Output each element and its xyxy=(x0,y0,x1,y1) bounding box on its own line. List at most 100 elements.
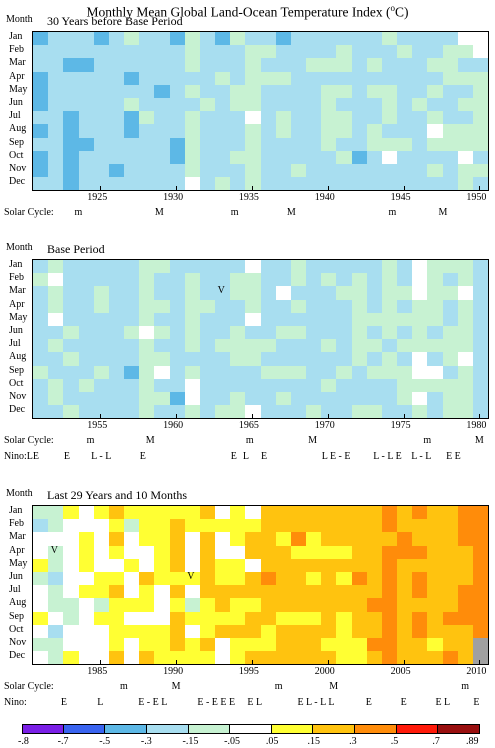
heatmap-cell xyxy=(78,598,95,613)
heatmap-cell xyxy=(154,260,171,274)
heatmap-cell xyxy=(290,71,307,86)
annotation-mark: E xyxy=(400,697,407,709)
heatmap-cell xyxy=(108,532,125,547)
heatmap-cell xyxy=(321,339,337,353)
heatmap-cell xyxy=(366,111,383,125)
heatmap-cell xyxy=(381,378,398,393)
heatmap-cell xyxy=(245,326,262,340)
heatmap-cell xyxy=(63,137,80,152)
heatmap-cell xyxy=(124,352,140,367)
heatmap-cell xyxy=(412,84,428,99)
heatmap-cell xyxy=(290,45,307,59)
heatmap-cell xyxy=(184,326,201,340)
heatmap-cell xyxy=(290,651,307,665)
heatmap-cell xyxy=(260,177,277,191)
heatmap-cell xyxy=(215,365,231,380)
heatmap-cell xyxy=(472,611,488,626)
heatmap-cell xyxy=(154,124,171,139)
heatmap-cell xyxy=(169,545,186,560)
heatmap-cell xyxy=(93,532,110,547)
heatmap-cell xyxy=(366,339,383,353)
heatmap-cell xyxy=(321,137,337,152)
heatmap-cell xyxy=(366,71,383,86)
x-tick xyxy=(403,660,405,665)
heatmap-cell xyxy=(442,638,459,652)
heatmap-cell xyxy=(78,545,95,560)
heatmap-cell xyxy=(442,124,459,139)
heatmap-cell xyxy=(412,273,428,287)
heatmap-cell xyxy=(124,405,140,419)
heatmap-cell xyxy=(381,558,398,573)
heatmap-cell xyxy=(457,598,474,613)
heatmap-cell xyxy=(442,84,459,99)
heatmap-cell xyxy=(275,378,292,393)
heatmap-cell xyxy=(472,84,488,99)
heatmap-cell xyxy=(275,286,292,301)
annotation-mark: L - L xyxy=(411,451,432,463)
heatmap-cell xyxy=(397,164,413,178)
volcano-marker: V xyxy=(187,571,195,582)
heatmap-cell xyxy=(397,506,413,520)
heatmap-cell xyxy=(33,651,49,665)
heatmap-cell xyxy=(154,532,171,547)
heatmap-cell xyxy=(336,598,353,613)
heatmap-cell xyxy=(93,299,110,314)
heatmap-cell xyxy=(275,352,292,367)
heatmap-cell xyxy=(124,312,140,327)
month-label: May xyxy=(9,557,28,569)
heatmap-cell xyxy=(215,286,231,301)
heatmap-cell xyxy=(321,150,337,165)
heatmap-cell xyxy=(442,58,459,73)
heatmap-cell xyxy=(48,545,64,560)
heatmap-cell xyxy=(275,58,292,73)
heatmap-cell xyxy=(139,611,155,626)
heatmap-cell xyxy=(366,150,383,165)
heatmap-cell xyxy=(108,598,125,613)
heatmap-cell xyxy=(245,299,262,314)
heatmap-cell xyxy=(63,273,80,287)
annotation-mark: M xyxy=(329,681,339,693)
heatmap-cell xyxy=(215,545,231,560)
heatmap-cell xyxy=(199,312,216,327)
heatmap-cell xyxy=(442,352,459,367)
heatmap-cell xyxy=(275,150,292,165)
month-label: Sep xyxy=(9,610,24,622)
heatmap-cell xyxy=(48,585,64,599)
heatmap-cell xyxy=(63,98,80,112)
heatmap-cell xyxy=(199,585,216,599)
annotation-mark: E - E L xyxy=(138,697,168,709)
heatmap-cell xyxy=(457,572,474,586)
heatmap-cell xyxy=(63,405,80,419)
heatmap-cell xyxy=(351,532,368,547)
heatmap-cell xyxy=(245,312,262,327)
heatmap-cell xyxy=(321,299,337,314)
heatmap-cell xyxy=(457,519,474,533)
heatmap-cell xyxy=(336,624,353,639)
heatmap-cell xyxy=(275,164,292,178)
heatmap-cell xyxy=(33,299,49,314)
heatmap-cell xyxy=(442,365,459,380)
heatmap-cell xyxy=(472,519,488,533)
heatmap-cell xyxy=(412,98,428,112)
heatmap-cell xyxy=(48,98,64,112)
heatmap-cell xyxy=(139,378,155,393)
heatmap-cell xyxy=(351,32,368,46)
heatmap-cell xyxy=(139,519,155,533)
heatmap-cell xyxy=(169,124,186,139)
heatmap-cell xyxy=(397,624,413,639)
heatmap-cell xyxy=(351,519,368,533)
heatmap-cell xyxy=(427,164,444,178)
heatmap-cell xyxy=(397,32,413,46)
heatmap-cell xyxy=(321,177,337,191)
heatmap-cell xyxy=(397,45,413,59)
heatmap-cell xyxy=(139,137,155,152)
heatmap-cell xyxy=(290,111,307,125)
heatmap-cell xyxy=(78,58,95,73)
x-tick-label: 2005 xyxy=(390,666,411,678)
heatmap-cell xyxy=(351,124,368,139)
heatmap-cell xyxy=(472,299,488,314)
heatmap-cell xyxy=(321,164,337,178)
heatmap-cell xyxy=(93,273,110,287)
heatmap-cell xyxy=(275,532,292,547)
heatmap-cell xyxy=(33,32,49,46)
